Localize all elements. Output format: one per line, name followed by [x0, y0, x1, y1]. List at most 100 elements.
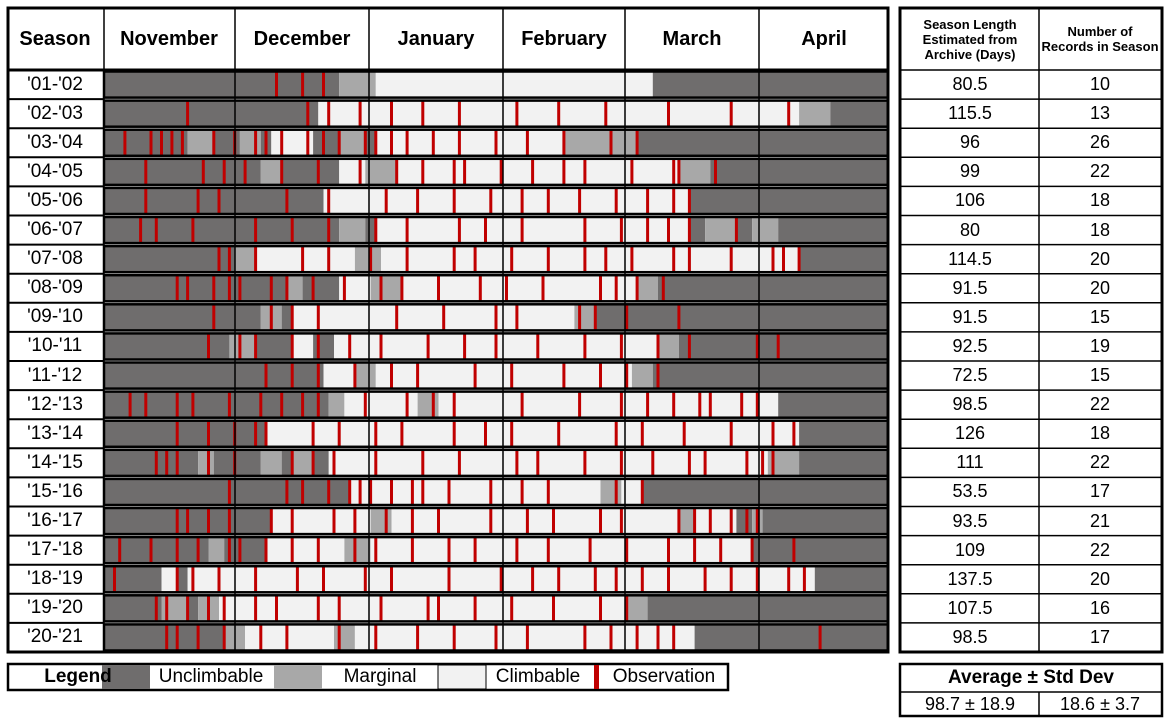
season-label: '02-'03 — [27, 102, 83, 124]
observation-mark — [635, 129, 639, 156]
observation-mark — [625, 362, 629, 389]
segment-climbable — [694, 508, 737, 535]
num-records-value: 17 — [1089, 481, 1111, 502]
observation-mark — [254, 566, 258, 593]
observation-mark — [353, 362, 357, 389]
observation-mark — [285, 624, 289, 651]
observation-mark — [557, 100, 561, 127]
observation-mark — [144, 187, 148, 214]
observation-mark — [285, 187, 289, 214]
segment-climbable — [438, 391, 779, 418]
observation-mark — [656, 624, 660, 651]
main-frame — [6, 6, 890, 654]
summary-frame — [898, 662, 1164, 718]
segment-marginal — [678, 158, 711, 185]
season-length-value: 126 — [954, 423, 986, 444]
observation-mark — [227, 275, 231, 302]
observation-mark — [672, 158, 676, 185]
segment-unclimbable — [177, 566, 188, 593]
observation-mark — [358, 478, 362, 505]
observation-mark — [599, 362, 602, 389]
observation-mark — [191, 217, 195, 244]
observation-mark — [552, 595, 555, 622]
segment-unclimbable — [104, 187, 324, 214]
observation-mark — [421, 478, 425, 505]
observation-mark — [165, 449, 169, 476]
segment-unclimbable — [104, 100, 319, 127]
observation-mark — [437, 508, 440, 535]
observation-mark — [604, 246, 608, 273]
observation-mark — [562, 158, 566, 185]
observation-mark — [290, 508, 294, 535]
observation-mark — [165, 595, 169, 622]
season-length-value: 137.5 — [947, 568, 993, 589]
observation-mark — [175, 624, 179, 651]
season-label: '18-'19 — [27, 568, 83, 590]
observation-mark — [175, 449, 179, 476]
observation-mark — [552, 508, 555, 535]
observation-mark — [452, 187, 456, 214]
observation-mark — [348, 333, 352, 360]
observation-mark — [473, 362, 477, 389]
observation-mark — [196, 187, 200, 214]
observation-mark — [390, 129, 393, 156]
observation-mark — [750, 537, 754, 564]
observation-mark — [285, 275, 289, 302]
observation-mark — [421, 100, 425, 127]
observation-mark — [609, 129, 613, 156]
observation-mark — [457, 129, 461, 156]
observation-mark — [170, 129, 174, 156]
segment-unclimbable — [313, 449, 329, 476]
observation-mark — [583, 158, 587, 185]
season-label: '06-'07 — [27, 219, 83, 241]
observation-mark — [175, 537, 179, 564]
season-label: '03-'04 — [27, 131, 83, 153]
observation-mark — [374, 129, 378, 156]
segment-climbable — [354, 624, 695, 651]
observation-mark — [254, 333, 258, 360]
observation-mark — [635, 624, 639, 651]
observation-mark — [609, 624, 613, 651]
observation-mark — [635, 275, 639, 302]
observation-mark — [703, 449, 707, 476]
observation-mark — [290, 362, 294, 389]
observation-mark — [212, 304, 216, 331]
observation-mark — [280, 158, 284, 185]
observation-mark — [578, 304, 582, 331]
observation-mark — [196, 537, 200, 564]
observation-mark — [186, 100, 190, 127]
segment-climbable — [621, 478, 643, 505]
observation-mark — [269, 508, 273, 535]
segment-unclimbable — [799, 246, 888, 273]
season-length-value: 98.5 — [952, 626, 988, 647]
segment-marginal — [705, 217, 737, 244]
segment-climbable — [161, 566, 178, 593]
observation-mark — [269, 275, 273, 302]
observation-mark — [437, 275, 440, 302]
observation-mark — [301, 71, 305, 98]
observation-mark — [515, 304, 519, 331]
observation-mark — [175, 508, 179, 535]
segment-climbable — [266, 537, 345, 564]
segment-unclimbable — [104, 595, 162, 622]
season-label: '17-'18 — [27, 539, 83, 561]
segment-unclimbable — [694, 624, 888, 651]
observation-mark — [191, 566, 195, 593]
num-records-value: 22 — [1089, 394, 1111, 415]
observation-mark — [546, 478, 550, 505]
observation-mark — [154, 217, 158, 244]
observation-mark — [719, 537, 723, 564]
observation-mark — [118, 537, 122, 564]
observation-mark — [452, 391, 456, 418]
segment-unclimbable — [830, 100, 888, 127]
segment-marginal — [286, 275, 303, 302]
observation-mark — [515, 449, 519, 476]
segment-marginal — [631, 362, 653, 389]
num-records-value: 20 — [1089, 277, 1111, 298]
segment-climbable — [292, 333, 314, 360]
segment-unclimbable — [778, 217, 888, 244]
observation-mark — [337, 624, 341, 651]
num-records-value: 20 — [1089, 248, 1111, 269]
observation-mark — [578, 391, 582, 418]
legend-climbable-label: Climbable — [495, 666, 581, 687]
